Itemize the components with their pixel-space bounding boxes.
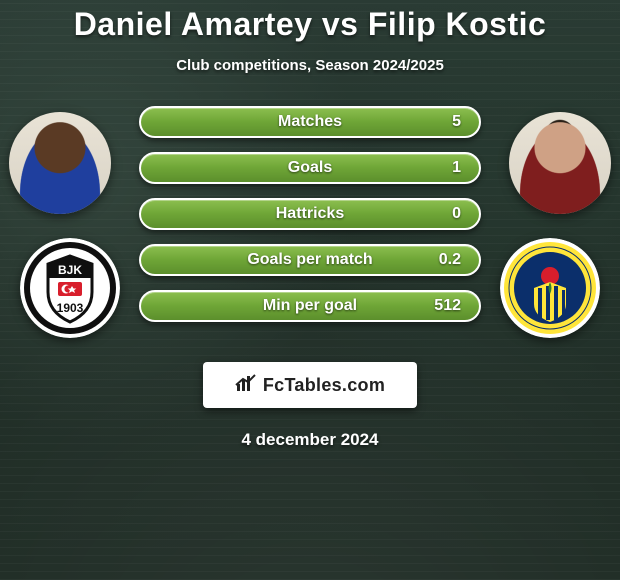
brand-text: FcTables.com [263,375,385,396]
crest-left-year: 1903 [57,301,84,315]
player-right-face [509,112,611,214]
stat-value: 0.2 [439,251,461,269]
stat-bar-matches: Matches 5 [139,106,481,138]
stat-bar-min-per-goal: Min per goal 512 [139,290,481,322]
player-left-face [9,112,111,214]
player-right-avatar [509,112,611,214]
chart-icon [235,373,257,398]
subtitle: Club competitions, Season 2024/2025 [0,57,620,74]
besiktas-crest-icon: BJK 1903 [20,238,120,338]
stat-value: 0 [452,205,461,223]
stat-label: Goals [288,159,332,177]
page-title: Daniel Amartey vs Filip Kostic [0,6,620,43]
stat-value: 5 [452,113,461,131]
stat-bar-goals: Goals 1 [139,152,481,184]
content: Daniel Amartey vs Filip Kostic Club comp… [0,0,620,450]
club-left-crest: BJK 1903 [20,238,120,338]
club-right-crest [500,238,600,338]
fenerbahce-crest-icon [500,238,600,338]
stat-label: Goals per match [247,251,372,269]
player-left-avatar [9,112,111,214]
stat-value: 512 [434,297,461,315]
mid-section: BJK 1903 [0,112,620,342]
date-text: 4 december 2024 [0,430,620,450]
stat-label: Hattricks [276,205,344,223]
stat-label: Min per goal [263,297,357,315]
stat-label: Matches [278,113,342,131]
stat-bar-hattricks: Hattricks 0 [139,198,481,230]
stat-bars: Matches 5 Goals 1 Hattricks 0 Goals per … [139,106,481,322]
crest-left-abbr: BJK [58,263,82,277]
stat-bar-goals-per-match: Goals per match 0.2 [139,244,481,276]
brand-badge: FcTables.com [203,362,417,408]
stat-value: 1 [452,159,461,177]
comparison-card: Daniel Amartey vs Filip Kostic Club comp… [0,0,620,580]
